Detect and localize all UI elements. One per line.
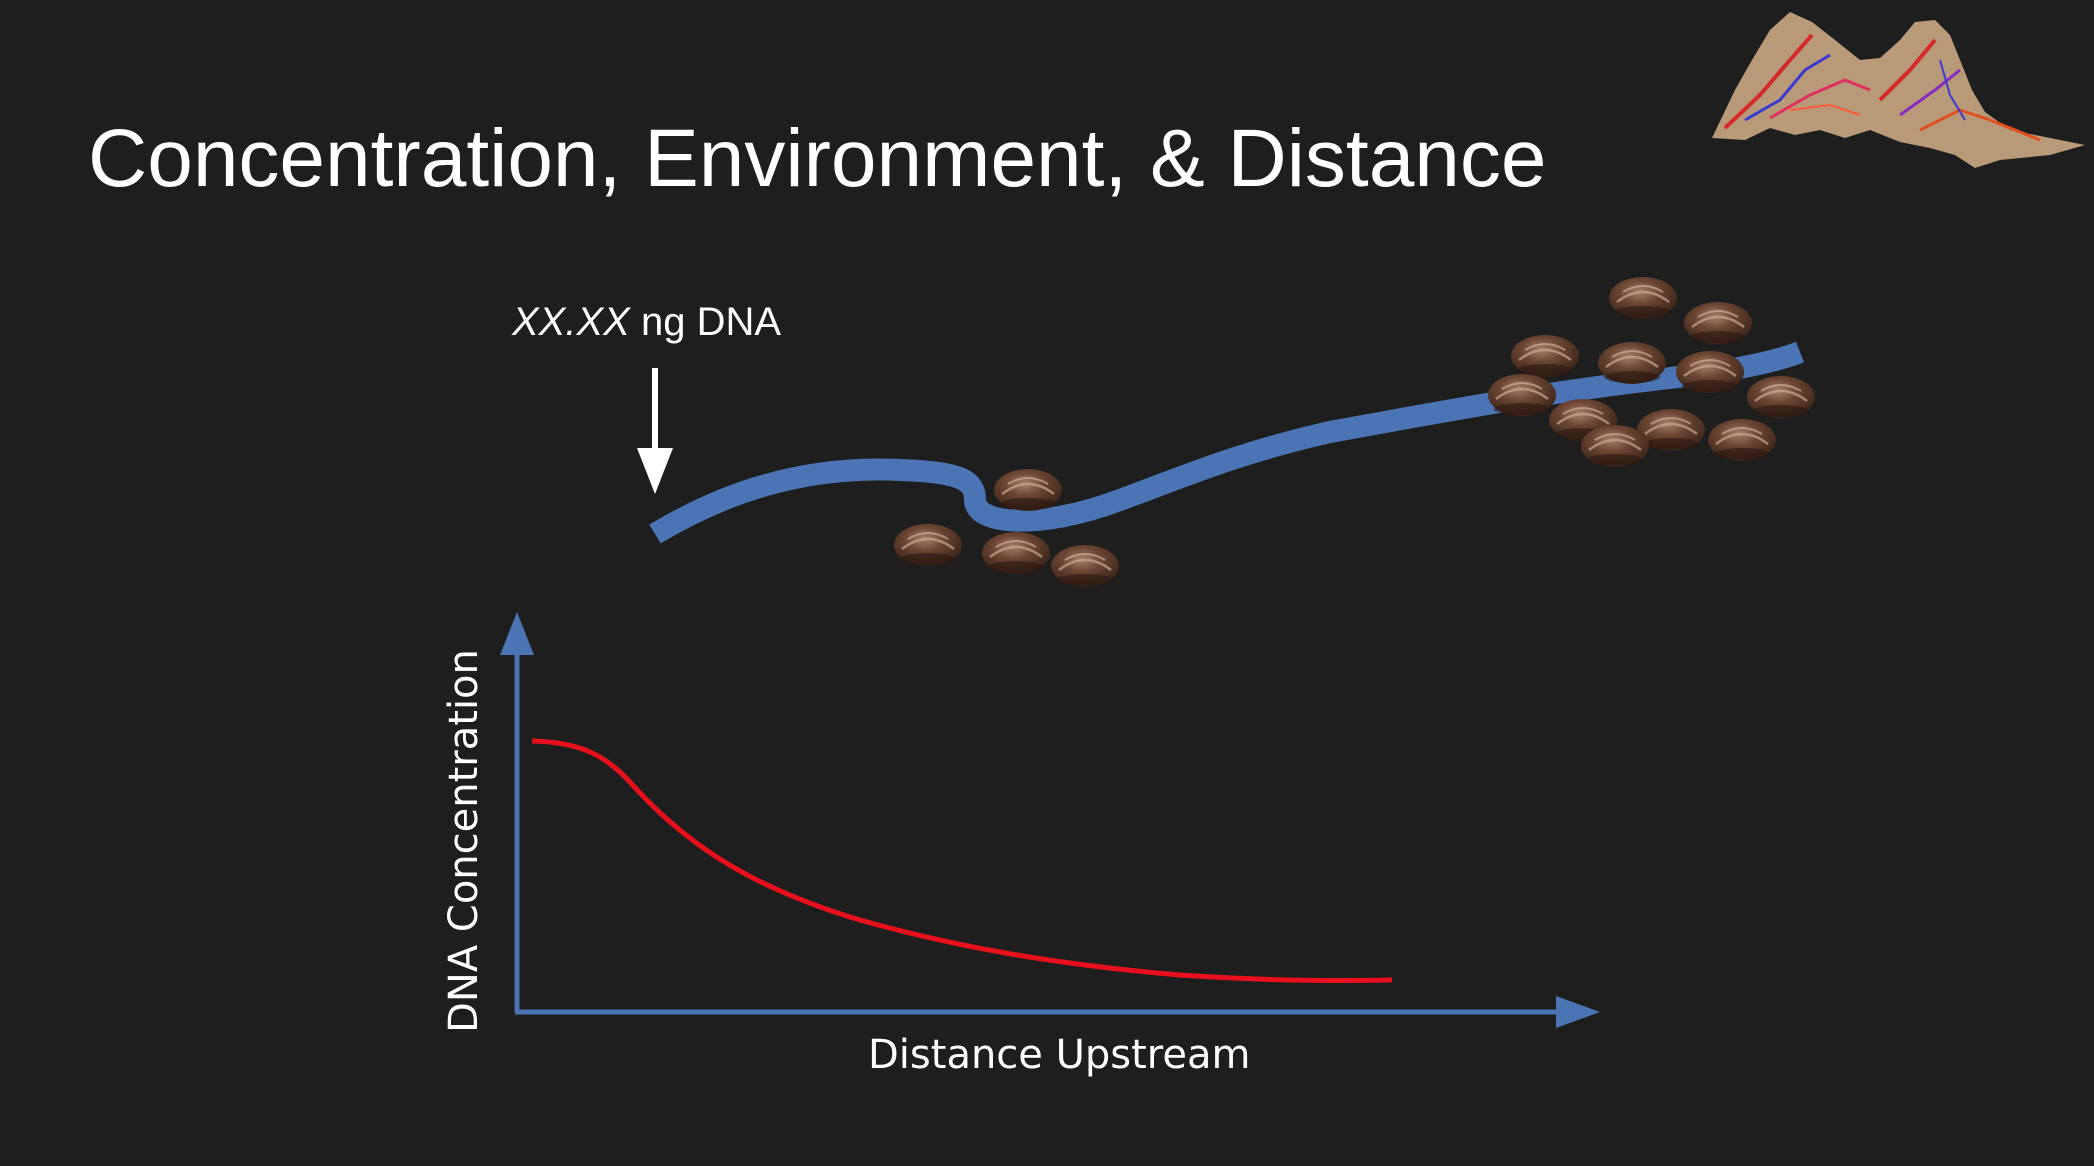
mussel-icon [1509,333,1581,379]
dna-amount-value: XX.XX [512,300,630,344]
x-axis-label: Distance Upstream [868,1032,1251,1078]
mussel-icon [1674,349,1746,395]
watershed-map-icon [1712,12,2085,168]
mussel-icon [1596,340,1668,386]
dna-decay-curve [531,738,1393,983]
mussel-icon [1607,275,1679,321]
mussel-icon [992,467,1064,513]
dna-amount-unit: ng DNA [629,300,782,344]
mussel-icon [1745,374,1817,420]
y-axis-arrowhead [500,612,534,655]
down-arrow-icon [637,368,673,494]
mussel-icon [1049,543,1121,589]
y-axis-label: DNA Concentration [441,649,487,1033]
mussel-icon [1486,372,1558,418]
mussel-icon [1682,300,1754,346]
page-title: Concentration, Environment, & Distance [88,113,1547,204]
mussel-icon [1579,423,1651,469]
x-axis-arrowhead [1556,996,1600,1028]
mussel-icon [1706,417,1778,463]
mussel-icon [980,530,1052,576]
mussel-icon [892,522,964,568]
chart-axes [500,612,1600,1028]
dna-amount-label: XX.XX ng DNA [512,300,781,345]
